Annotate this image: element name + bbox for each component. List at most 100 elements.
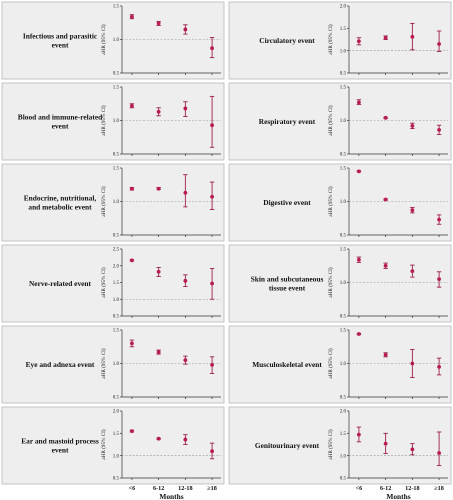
panel-background bbox=[228, 406, 452, 485]
panel-3: Blood and immune-related event 0.5 1.0 1.5 aH… bbox=[1, 82, 225, 161]
data-point bbox=[437, 451, 441, 455]
panel-background bbox=[1, 1, 225, 80]
panel-7: Nerve-related event 0.5 1.0 1.5 2.0 2.5 aHR (9… bbox=[1, 244, 225, 323]
panel-label: Musculoskeletal event bbox=[252, 360, 322, 369]
panel-4: Respiratory event 0.5 1.0 1.5 aHR (95% CI) bbox=[228, 82, 452, 161]
panel-5: Endocrine, nutritional, and metabolic eve… bbox=[1, 163, 225, 242]
y-tick-label: 0.5 bbox=[340, 153, 347, 158]
x-category-label: <6 bbox=[356, 485, 363, 492]
data-point bbox=[130, 186, 134, 191]
data-point bbox=[210, 123, 214, 128]
panel-label: Blood and immune-related event bbox=[18, 113, 103, 131]
x-axis-title: Months bbox=[386, 492, 410, 500]
panel-label: Nerve-related event bbox=[29, 279, 92, 288]
y-tick-label: 0.5 bbox=[113, 477, 120, 482]
y-tick-label: 0.5 bbox=[340, 477, 347, 482]
data-point bbox=[183, 437, 188, 442]
panel-8: Skin and subcutaneous tissue event 0.5 1.0 1… bbox=[228, 244, 452, 323]
panel-12: Genitourinary event 0.5 1.0 1.5 2.0 aHR (95% … bbox=[228, 406, 452, 485]
x-category-label: 12-18 bbox=[405, 485, 419, 492]
panel-label: Circulatory event bbox=[259, 36, 315, 45]
panel-label-line: Eye and adnexa event bbox=[26, 360, 95, 369]
panel-6: Digestive event 0.5 1.0 1.5 aHR (95% CI) bbox=[228, 163, 452, 242]
panel-label-line: Respiratory event bbox=[259, 117, 316, 126]
x-category-label: 12-18 bbox=[178, 485, 192, 492]
panel-label-line: tissue event bbox=[269, 284, 306, 293]
y-tick-label: 1.0 bbox=[340, 200, 347, 205]
y-tick-label: 2.0 bbox=[113, 264, 120, 269]
data-point bbox=[156, 186, 161, 191]
data-point bbox=[357, 39, 361, 44]
y-axis-label: aHR (95% CI) bbox=[100, 429, 107, 460]
y-tick-label: 1.0 bbox=[113, 362, 120, 367]
data-point bbox=[156, 21, 161, 26]
data-point bbox=[357, 169, 361, 174]
x-category-label: <6 bbox=[129, 485, 136, 492]
data-point bbox=[410, 208, 415, 213]
x-category-label: ≥18 bbox=[434, 485, 444, 492]
y-tick-label: 1.5 bbox=[113, 329, 120, 334]
panel-label: Digestive event bbox=[263, 198, 311, 207]
y-tick-label: 1.0 bbox=[113, 200, 120, 205]
data-point bbox=[383, 197, 388, 202]
data-point bbox=[357, 432, 361, 437]
panel-2: Circulatory event 0.5 1.0 1.5 2.0 aHR (95% CI… bbox=[228, 1, 452, 80]
data-point bbox=[383, 35, 388, 40]
y-tick-label: 0.5 bbox=[340, 315, 347, 320]
data-point bbox=[383, 441, 388, 446]
y-tick-label: 1.5 bbox=[113, 167, 120, 172]
x-axis-title: Months bbox=[159, 492, 183, 500]
data-point bbox=[183, 106, 188, 111]
data-point bbox=[383, 115, 388, 120]
y-tick-label: 0.5 bbox=[340, 72, 347, 77]
panel-label: Genitourinary event bbox=[255, 441, 320, 450]
data-point bbox=[410, 447, 415, 452]
panel-background bbox=[228, 1, 452, 80]
data-point bbox=[210, 46, 214, 51]
panel-label-line: Skin and subcutaneous bbox=[251, 275, 324, 284]
panel-background bbox=[228, 82, 452, 161]
data-point bbox=[410, 361, 415, 366]
y-tick-label: 1.0 bbox=[113, 38, 120, 43]
data-point bbox=[156, 436, 161, 441]
data-point bbox=[210, 281, 214, 286]
data-point bbox=[156, 269, 161, 274]
panel-background bbox=[228, 244, 452, 323]
panel-background bbox=[1, 244, 225, 323]
y-axis-label: aHR (95% CI) bbox=[327, 105, 334, 136]
y-axis-label: aHR (95% CI) bbox=[327, 267, 334, 298]
x-category-label: ≥18 bbox=[207, 485, 217, 492]
y-tick-label: 1.5 bbox=[340, 27, 347, 32]
y-axis-label: aHR (95% CI) bbox=[100, 105, 107, 136]
y-tick-label: 1.0 bbox=[113, 454, 120, 459]
data-point bbox=[437, 364, 441, 369]
data-point bbox=[183, 278, 188, 283]
x-category-label: 6-12 bbox=[153, 485, 164, 492]
panel-label-line: Genitourinary event bbox=[255, 441, 320, 450]
y-tick-label: 0.5 bbox=[113, 234, 120, 239]
data-point bbox=[156, 109, 161, 114]
panel-label: Infectious and parasitic event bbox=[23, 32, 98, 50]
y-axis-label: aHR (95% CI) bbox=[327, 24, 334, 55]
data-point bbox=[410, 34, 415, 39]
y-axis-label: aHR (95% CI) bbox=[100, 267, 107, 298]
panel-background bbox=[1, 163, 225, 242]
panel-9: Eye and adnexa event 0.5 1.0 1.5 aHR (95% CI… bbox=[1, 325, 225, 404]
data-point bbox=[130, 429, 134, 433]
y-tick-label: 0.5 bbox=[113, 153, 120, 158]
data-point bbox=[410, 269, 415, 274]
data-point bbox=[410, 123, 415, 128]
data-point bbox=[437, 277, 441, 282]
y-tick-label: 1.0 bbox=[340, 281, 347, 286]
y-axis-label: aHR (95% CI) bbox=[100, 24, 107, 55]
y-tick-label: 0.5 bbox=[340, 396, 347, 401]
data-point bbox=[130, 14, 134, 19]
y-tick-label: 0.5 bbox=[113, 396, 120, 401]
panel-background bbox=[1, 406, 225, 485]
panel-label-line: Digestive event bbox=[263, 198, 311, 207]
y-tick-label: 1.5 bbox=[340, 248, 347, 253]
y-tick-label: 1.0 bbox=[340, 454, 347, 459]
y-tick-label: 1.5 bbox=[340, 329, 347, 334]
panel-label-line: Blood and immune-related bbox=[18, 113, 103, 122]
